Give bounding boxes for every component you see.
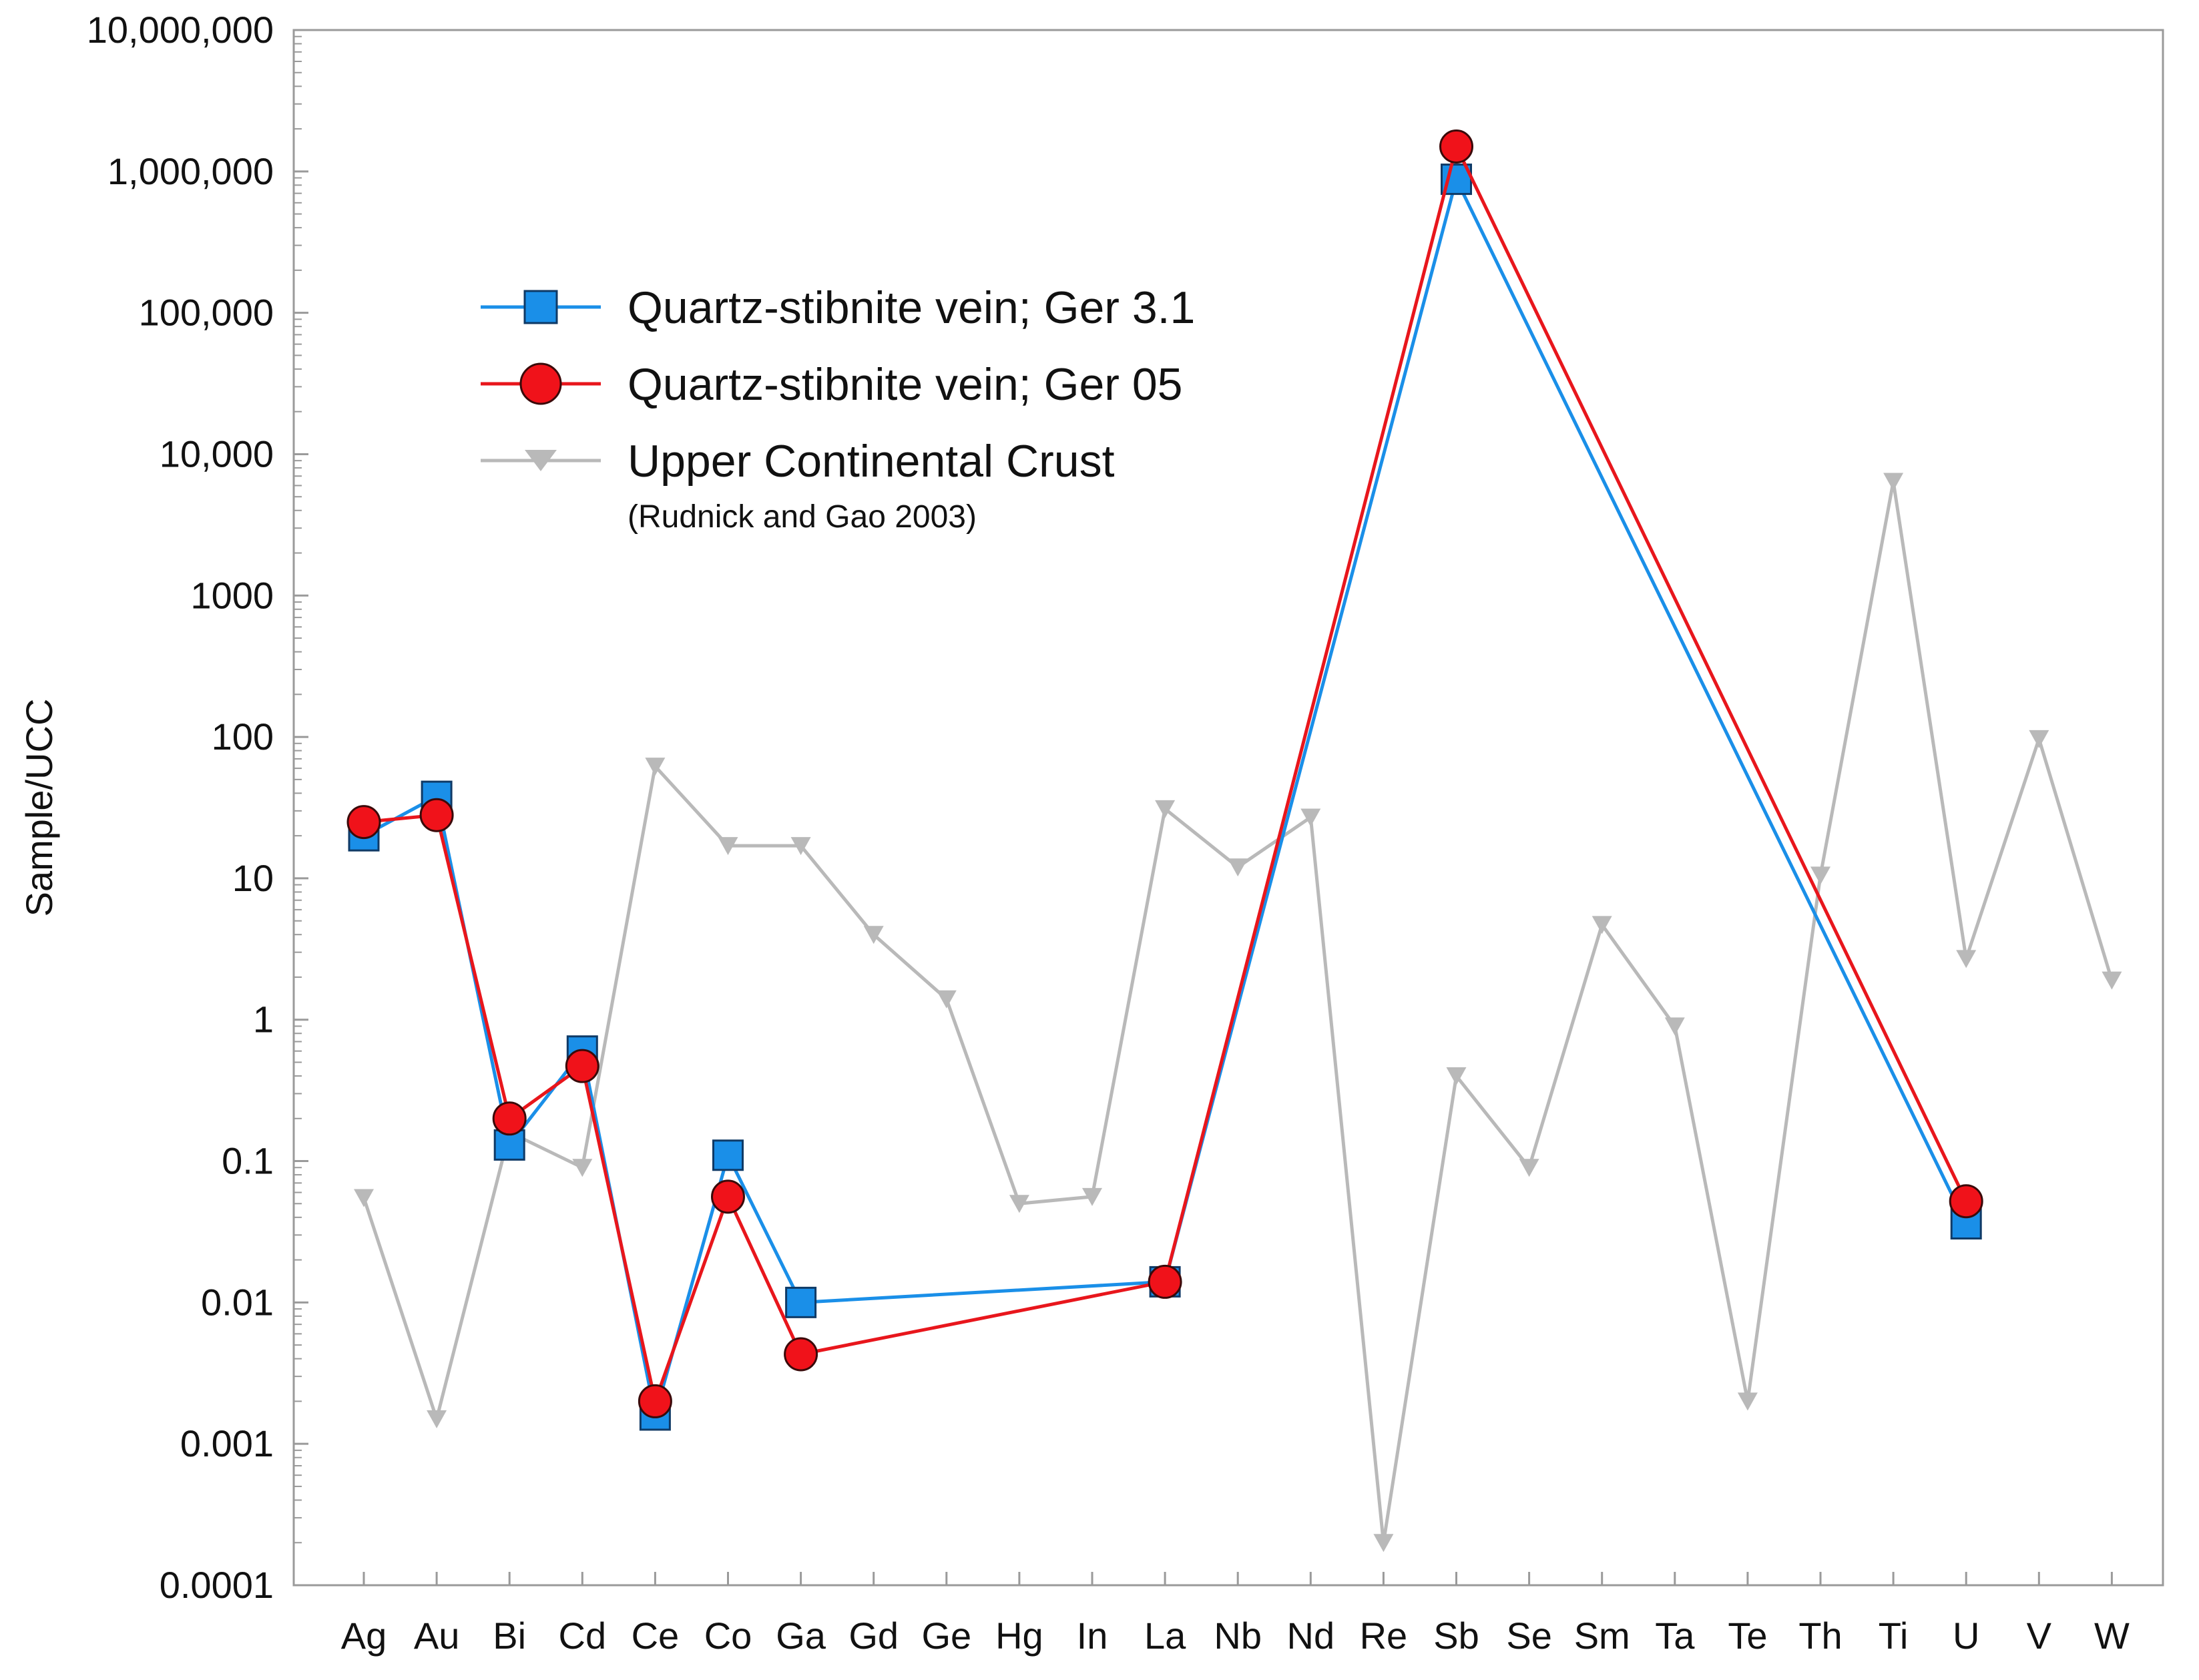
x-axis: Ag Au Bi Cd Ce Co Ga Gd Ge Hg In La Nb Nd Re Sb Se Sm Ta Te… xyxy=(341,1572,2130,1657)
point-u xyxy=(1949,1184,1983,1219)
point-au xyxy=(427,1410,447,1428)
point-bi xyxy=(492,1101,527,1136)
point-ge xyxy=(936,990,957,1009)
point-co xyxy=(712,1139,744,1171)
point-ag xyxy=(354,1189,374,1207)
point-th xyxy=(1810,866,1830,885)
x-tick-label-re: Re xyxy=(1360,1615,1408,1657)
point-nd xyxy=(1300,808,1321,827)
point-v xyxy=(2029,730,2049,748)
x-tick-label-ti: Ti xyxy=(1879,1615,1909,1657)
point-in xyxy=(1082,1187,1102,1206)
point-co xyxy=(718,837,738,856)
point-hg xyxy=(1009,1195,1029,1213)
point-la xyxy=(1148,1264,1182,1299)
legend-square-marker xyxy=(523,290,558,324)
y-tick-label: 1000 xyxy=(190,574,274,616)
y-tick-label: 0.01 xyxy=(201,1281,274,1323)
point-u xyxy=(1956,950,1977,968)
point-ga xyxy=(784,1337,818,1372)
y-tick-label: 100,000 xyxy=(139,292,274,334)
series-line xyxy=(363,142,1968,1408)
plot-area xyxy=(292,29,2164,1587)
point-ti xyxy=(1883,473,1904,491)
point-sb xyxy=(1446,1067,1467,1086)
legend-item-ger-05: Quartz-stibnite vein; Ger 05 xyxy=(481,359,1182,410)
x-tick-label-ga: Ga xyxy=(776,1615,826,1657)
point-nb xyxy=(1228,858,1248,877)
x-tick-label-se: Se xyxy=(1506,1615,1552,1657)
point-gd xyxy=(863,926,884,944)
point-cd xyxy=(572,1159,593,1177)
series-layer xyxy=(346,129,2122,1553)
point-te xyxy=(1737,1392,1758,1411)
legend-note-ucc: (Rudnick and Gao 2003) xyxy=(628,499,977,535)
point-la xyxy=(1155,800,1176,818)
x-tick-label-la: La xyxy=(1144,1615,1186,1657)
x-tick-label-te: Te xyxy=(1728,1615,1767,1657)
point-ag xyxy=(346,805,381,840)
x-tick-label-w: W xyxy=(2094,1615,2130,1657)
legend: Quartz-stibnite vein; Ger 3.1 Quartz-sti… xyxy=(481,282,1195,535)
y-tick-label: 1,000,000 xyxy=(107,150,274,192)
point-co xyxy=(711,1179,745,1214)
legend-label-ucc: Upper Continental Crust xyxy=(628,436,1115,487)
legend-circle-marker xyxy=(519,362,562,405)
x-tick-label-hg: Hg xyxy=(995,1615,1043,1657)
x-tick-label-ge: Ge xyxy=(921,1615,971,1657)
point-w xyxy=(2102,971,2122,990)
x-tick-label-in: In xyxy=(1077,1615,1108,1657)
legend-label-ger-05: Quartz-stibnite vein; Ger 05 xyxy=(628,359,1182,410)
x-tick-label-cd: Cd xyxy=(559,1615,607,1657)
x-tick-label-v: V xyxy=(2027,1615,2052,1657)
x-tick-label-u: U xyxy=(1953,1615,1979,1657)
x-tick-label-ag: Ag xyxy=(341,1615,387,1657)
legend-label-ger-3-1: Quartz-stibnite vein; Ger 3.1 xyxy=(628,282,1195,333)
x-tick-label-co: Co xyxy=(704,1615,752,1657)
x-tick-label-nd: Nd xyxy=(1287,1615,1335,1657)
point-au xyxy=(419,798,454,832)
x-tick-label-nb: Nb xyxy=(1214,1615,1262,1657)
point-re xyxy=(1373,1534,1394,1553)
y-axis: 0.0001 0.001 0.01 0.1 1 10 100 1000 10,000 100,00… xyxy=(87,9,308,1606)
legend-item-ger-3-1: Quartz-stibnite vein; Ger 3.1 xyxy=(481,282,1195,333)
x-tick-label-sm: Sm xyxy=(1574,1615,1630,1657)
y-tick-label: 1 xyxy=(253,999,274,1041)
x-tick-label-ta: Ta xyxy=(1655,1615,1695,1657)
x-tick-label-gd: Gd xyxy=(848,1615,899,1657)
y-axis-title: Sample/UCC xyxy=(18,699,60,917)
point-ga xyxy=(790,837,811,856)
point-sb xyxy=(1439,129,1473,164)
point-ce xyxy=(645,758,666,776)
y-tick-label: 10 xyxy=(232,857,274,899)
y-tick-label: 0.0001 xyxy=(160,1564,274,1606)
point-cd xyxy=(565,1049,599,1083)
x-tick-label-bi: Bi xyxy=(493,1615,526,1657)
y-tick-label: 0.001 xyxy=(180,1422,274,1464)
legend-triangle-marker xyxy=(525,450,557,471)
y-tick-label: 10,000 xyxy=(160,433,274,475)
series-1 xyxy=(346,129,1983,1418)
x-tick-label-th: Th xyxy=(1798,1615,1842,1657)
series-2 xyxy=(354,473,2122,1553)
y-tick-label: 10,000,000 xyxy=(87,9,274,51)
x-tick-label-ce: Ce xyxy=(632,1615,680,1657)
y-tick-label: 0.1 xyxy=(222,1140,274,1182)
point-se xyxy=(1519,1159,1539,1177)
point-ce xyxy=(638,1384,672,1418)
point-sm xyxy=(1592,916,1612,934)
y-tick-label: 100 xyxy=(212,716,274,758)
legend-item-ucc: Upper Continental Crust (Rudnick and Gao… xyxy=(481,436,1115,535)
x-tick-label-au: Au xyxy=(414,1615,460,1657)
point-ta xyxy=(1664,1017,1685,1036)
x-tick-label-sb: Sb xyxy=(1433,1615,1479,1657)
point-ga xyxy=(785,1286,817,1318)
